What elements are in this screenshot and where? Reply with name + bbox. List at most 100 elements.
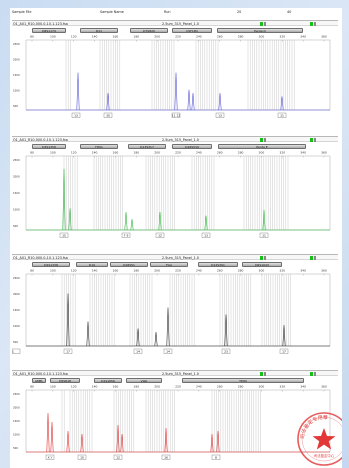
peak	[280, 96, 284, 111]
x-tick-label: 160	[113, 385, 119, 389]
marker-label[interactable]: Penta E	[218, 144, 306, 149]
status-marker	[264, 372, 266, 376]
allele-call: 17	[66, 349, 70, 353]
y-tick-label: 2500	[13, 42, 20, 46]
x-tick-label: 300	[259, 269, 265, 273]
electropherogram-trace: 80 100 120 140 160 180 200 220 240 260 280 300 320 34…	[12, 269, 331, 354]
x-tick-label: 160	[113, 151, 119, 155]
status-indicator-green	[310, 372, 313, 376]
header-sample-file: Sample File	[12, 10, 32, 14]
x-tick-label: 100	[50, 385, 56, 389]
marker-label[interactable]: TPOX	[182, 378, 304, 383]
marker-label[interactable]: D2S1338	[32, 262, 70, 267]
y-tick-label: 2000	[13, 58, 20, 62]
allele-label-box	[71, 112, 81, 118]
allele-label-box	[161, 454, 171, 460]
marker-label[interactable]: D16S539	[172, 144, 212, 149]
marker-label[interactable]: TH01	[80, 144, 118, 149]
marker-label[interactable]: vWA	[126, 378, 162, 383]
marker-label[interactable]: D21	[80, 28, 118, 33]
marker-label[interactable]: D12S391	[198, 262, 238, 267]
marker-label[interactable]: D5S818	[50, 378, 80, 383]
allele-call: X Y	[48, 455, 53, 459]
panel-header: O1_A01_R10-000.0-10.1.123.fsa 2.5um_315_P…	[12, 20, 338, 26]
y-tick-label: 500	[13, 224, 18, 228]
peak	[86, 321, 90, 347]
peak	[124, 211, 128, 231]
allele-call: 30	[106, 113, 110, 117]
dye-panel-1: O1_A01_R10-000.0-10.1.123.fsa 2.5um_315_P…	[12, 20, 338, 128]
peak	[136, 328, 140, 347]
peak	[158, 211, 162, 231]
y-tick-label: 1500	[13, 73, 20, 77]
status-indicator-green	[260, 22, 263, 26]
x-tick-label: 80	[30, 151, 34, 155]
marker-label[interactable]: AMEL	[32, 378, 46, 383]
seal-bottom-text: 司法鉴定中心	[314, 453, 335, 458]
status-marker	[264, 138, 266, 142]
x-tick-label: 120	[71, 385, 77, 389]
peak	[116, 424, 120, 453]
allele-call: 13	[74, 113, 78, 117]
allele-label-box	[63, 348, 73, 354]
peak	[66, 430, 70, 453]
x-tick-label: 220	[175, 151, 181, 155]
marker-label[interactable]: CSF1PO	[172, 28, 212, 33]
allele-call: 7 9	[124, 233, 129, 237]
electropherogram-trace: 80 100 120 140 160 180 200 220 240 260 280 300 320 34…	[13, 385, 331, 460]
peak	[282, 324, 286, 347]
status-indicator-green	[310, 138, 313, 142]
marker-label[interactable]: D3S1358	[32, 144, 66, 149]
allele-label-box	[155, 232, 165, 238]
y-tick-label: 500	[13, 446, 18, 450]
panel-file-name: O1_A01_R10-000.0-10.1.123.fsa	[13, 21, 68, 26]
x-tick-label: 140	[92, 35, 98, 39]
x-tick-label: 100	[50, 35, 56, 39]
x-tick-label: 140	[92, 385, 98, 389]
marker-label[interactable]: Penta D	[217, 28, 303, 33]
marker-label[interactable]: D13S317	[128, 144, 166, 149]
allele-label-box	[45, 454, 55, 460]
y-tick-label: 500	[13, 104, 18, 108]
x-tick-label: 360	[321, 385, 327, 389]
electropherogram-trace: 80 100 120 140 160 180 200 220 240 260 280 300 320 34…	[13, 151, 331, 238]
x-tick-label: 260	[217, 35, 223, 39]
peak	[164, 427, 168, 453]
peak	[106, 92, 110, 111]
peak	[224, 314, 228, 347]
status-marker	[264, 22, 266, 26]
x-tick-label: 220	[175, 385, 181, 389]
peak	[80, 433, 84, 453]
x-tick-label: 320	[279, 35, 285, 39]
allele-label-box	[259, 232, 269, 238]
peak	[50, 421, 54, 453]
marker-label[interactable]: D18S51	[110, 262, 148, 267]
status-marker	[264, 256, 266, 260]
marker-label[interactable]: D1S1656	[94, 378, 122, 383]
x-tick-label: 120	[71, 35, 77, 39]
marker-label[interactable]: D7S820	[130, 28, 168, 33]
x-tick-label: 360	[321, 35, 327, 39]
marker-label[interactable]: D19	[76, 262, 108, 267]
x-tick-label: 320	[279, 151, 285, 155]
official-seal: 司法鉴定专用章 司法鉴定中心	[297, 412, 342, 466]
x-tick-label: 320	[279, 385, 285, 389]
allele-label-box	[113, 454, 123, 460]
allele-call: 13	[204, 233, 208, 237]
header-n1: 20	[237, 10, 242, 14]
header-n2: 40	[287, 10, 292, 14]
x-tick-label: 340	[300, 269, 306, 273]
allele-call: 8	[215, 455, 217, 459]
peak	[154, 331, 158, 347]
allele-label-box	[12, 348, 21, 354]
marker-label[interactable]: D8S1179	[32, 28, 66, 33]
marker-label[interactable]: D6S1043	[242, 262, 282, 267]
marker-label[interactable]: FGA	[150, 262, 188, 267]
panel-header: O1_A01_R10-000.0-10.1.123.fsa 2.5um_315_P…	[12, 370, 338, 376]
peak	[210, 433, 214, 453]
header-run: Run	[164, 10, 171, 14]
allele-label-box	[215, 112, 225, 118]
allele-label-box	[77, 454, 87, 460]
x-tick-label: 160	[113, 35, 119, 39]
electropherogram-trace: 80 100 120 140 160 180 200 220 240 260 280 300 320 34…	[13, 35, 331, 118]
